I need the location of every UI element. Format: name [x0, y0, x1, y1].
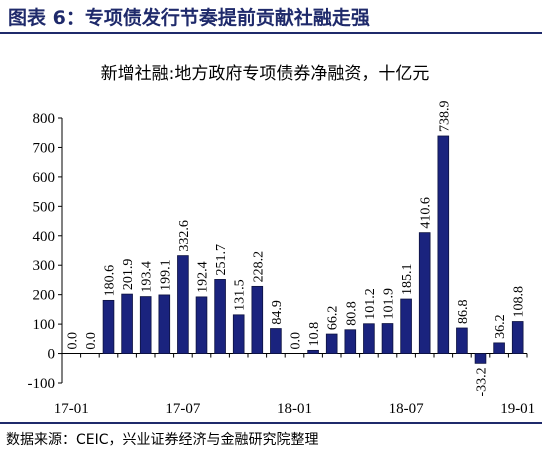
bar-17-04	[121, 293, 133, 354]
bar-17-10	[232, 314, 245, 354]
bar-17-07	[177, 255, 189, 354]
x-tick-label: 17-01	[54, 401, 89, 417]
bar-17-08	[195, 296, 208, 354]
bar-17-12	[270, 328, 282, 354]
y-tick-label: 600	[33, 170, 56, 186]
y-axis: -100 0 100 200 300 400 500 600 700 800	[28, 111, 63, 392]
data-label: 10.8	[307, 322, 322, 347]
data-label: 332.6	[177, 220, 192, 252]
bar-17-11	[251, 285, 264, 354]
data-label: 199.1	[158, 259, 173, 291]
chart-title: 新增社融:地方政府专项债券净融资，十亿元	[101, 64, 430, 84]
x-tick-label: 19-01	[500, 401, 535, 417]
y-tick-label: 800	[33, 111, 56, 127]
data-label: 185.1	[400, 264, 415, 296]
bar-18-02	[307, 349, 319, 354]
figure-title: 图表 6：专项债发行节奏提前贡献社融走强	[8, 7, 370, 29]
bar-18-05	[363, 323, 375, 354]
data-label: 108.8	[512, 286, 527, 318]
bar-19-01	[511, 321, 524, 354]
source-bar: 数据来源：CEIC，兴业证券经济与金融研究院整理	[0, 422, 542, 451]
data-labels: 0.0 0.0 180.6 201.9 193.4 199.1 332.6 192.4251.…	[65, 100, 526, 396]
bar-18-08	[418, 232, 431, 354]
bar-18-03	[325, 333, 338, 354]
data-label: 192.4	[196, 261, 211, 293]
y-tick-label: 300	[33, 258, 56, 274]
bar-17-06	[158, 294, 171, 354]
bar-18-06	[381, 323, 394, 354]
data-label: 228.2	[251, 251, 266, 283]
figure-title-bar: 图表 6：专项债发行节奏提前贡献社融走强	[0, 0, 542, 34]
data-label: 101.2	[363, 288, 378, 320]
data-label: 738.9	[437, 100, 452, 132]
x-tick-label: 18-07	[389, 401, 424, 417]
data-label: 180.6	[103, 265, 118, 297]
bar-17-09	[214, 279, 226, 354]
data-label: 86.8	[456, 299, 471, 324]
data-label: 0.0	[84, 332, 99, 350]
bar-chart: 新增社融:地方政府专项债券净融资，十亿元 -100 0 100 200 300 400 50…	[28, 64, 536, 417]
y-tick-label: 0	[48, 347, 56, 363]
y-tick-label: 700	[33, 140, 56, 156]
data-label: 0.0	[289, 332, 304, 350]
data-label: 84.9	[270, 300, 285, 325]
y-tick-label: 100	[33, 317, 56, 333]
data-label: 251.7	[214, 244, 229, 276]
data-label: 201.9	[121, 259, 136, 291]
source-note: 数据来源：CEIC，兴业证券经济与金融研究院整理	[6, 432, 319, 448]
data-label: 410.6	[419, 197, 434, 229]
bar-18-11	[474, 353, 487, 364]
data-label: 66.2	[326, 306, 341, 331]
x-axis: 17-01 17-07 18-01 18-07 19-01	[54, 353, 535, 417]
bar-18-09	[437, 135, 450, 354]
data-label: -33.2	[475, 367, 490, 396]
x-tick-label: 18-01	[277, 401, 312, 417]
data-label: 131.5	[233, 279, 248, 311]
data-label: 0.0	[65, 332, 80, 350]
x-tick-label: 17-07	[165, 401, 200, 417]
y-tick-label: 500	[33, 199, 56, 215]
bar-18-04	[344, 329, 357, 354]
bar-17-05	[139, 296, 152, 354]
bar-17-03	[102, 299, 115, 354]
data-label: 80.8	[344, 301, 359, 326]
bar-series	[102, 135, 524, 364]
y-tick-label: 400	[33, 229, 56, 245]
y-tick-label: -100	[28, 376, 56, 392]
bar-18-12	[493, 342, 505, 354]
y-tick-label: 200	[33, 288, 56, 304]
bar-18-10	[456, 327, 468, 354]
data-label: 36.2	[493, 314, 508, 338]
data-label: 101.9	[382, 288, 397, 320]
bar-18-07	[400, 298, 412, 354]
data-label: 193.4	[140, 261, 155, 293]
